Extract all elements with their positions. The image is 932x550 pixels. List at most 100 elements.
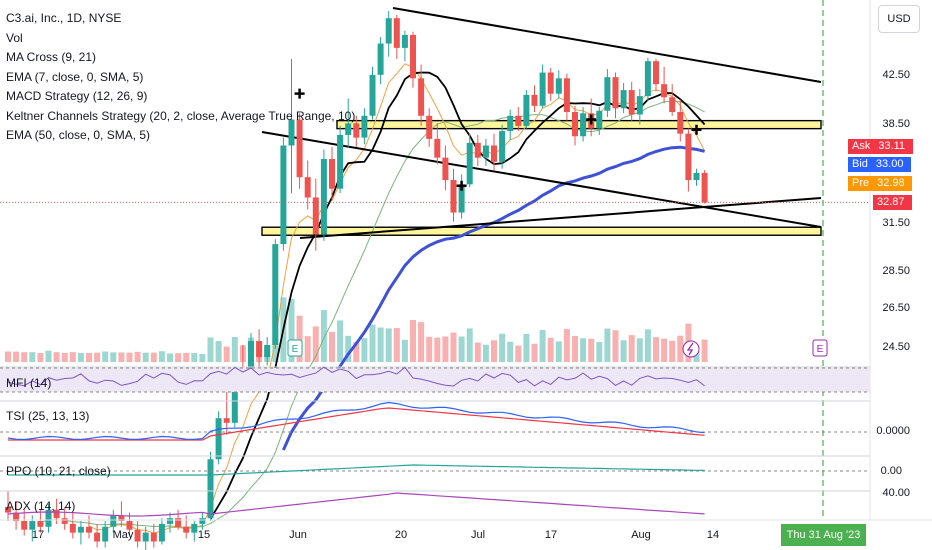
- volume-bar: [369, 324, 376, 362]
- rising-trendline: [299, 197, 822, 239]
- candle-body: [118, 515, 125, 522]
- support-zone: [261, 226, 822, 236]
- candle-body: [256, 341, 263, 358]
- candle-body: [620, 90, 627, 109]
- volume-bar: [150, 352, 157, 362]
- candle-body: [418, 78, 425, 116]
- volume-bar: [94, 352, 101, 362]
- volume-bar: [596, 342, 603, 362]
- candle-body: [150, 532, 157, 542]
- candle-body: [636, 96, 643, 115]
- candle-body: [288, 119, 295, 146]
- volume-bar: [183, 352, 190, 362]
- candle-body: [248, 341, 254, 383]
- candle-body: [183, 526, 190, 533]
- volume-bar: [320, 310, 327, 362]
- price-tick-42-50: 42.50: [882, 69, 910, 81]
- candle-body: [134, 529, 141, 542]
- candle-body: [102, 526, 109, 542]
- ask-value: 33.11: [874, 139, 914, 154]
- volume-bar: [345, 335, 352, 362]
- indicator-macd-strategy[interactable]: MACD Strategy (12, 26, 9): [6, 89, 148, 103]
- indicator-ema-7[interactable]: EMA (7, close, 0, SMA, 5): [6, 69, 144, 84]
- volume-bar: [547, 337, 554, 362]
- volume-bar: [167, 353, 173, 362]
- symbol-title[interactable]: C3.ai, Inc., 1D, NYSE: [6, 11, 122, 25]
- strategy-cross-marker: [294, 88, 305, 99]
- highlighted-date-badge: Thu 31 Aug '23: [781, 524, 866, 546]
- candle-body: [458, 184, 465, 213]
- last-price-value: 32.87: [873, 195, 912, 210]
- upper-trendline: [392, 7, 822, 83]
- volume-bar: [5, 351, 11, 362]
- candle-body: [280, 145, 287, 245]
- candle-body: [474, 142, 481, 158]
- tsi-signal-line: [8, 407, 705, 441]
- volume-bar: [539, 330, 546, 362]
- strategy-cross-marker: [586, 114, 597, 125]
- candle-body: [653, 61, 659, 85]
- candle-body: [199, 518, 206, 524]
- indicator-ma-cross[interactable]: MA Cross (9, 21): [6, 50, 97, 64]
- candle-body: [596, 110, 603, 129]
- ask-label: Ask: [848, 139, 875, 154]
- candle-body: [507, 115, 514, 132]
- price-tick-24-50: 24.50: [882, 341, 910, 353]
- indicator-ema-50[interactable]: EMA (50, close, 0, SMA, 5): [6, 128, 151, 142]
- volume-bar: [580, 338, 587, 362]
- volume-bar: [45, 350, 52, 362]
- adx-legend[interactable]: ADX (14, 14): [6, 499, 76, 513]
- volume-bar: [207, 337, 214, 362]
- volume-bar: [13, 351, 20, 362]
- candle-body: [539, 72, 546, 106]
- volume-bar: [555, 341, 562, 362]
- ppo-legend[interactable]: PPO (10, 21, close): [6, 464, 111, 478]
- candle-body: [572, 112, 578, 137]
- candle-body: [167, 518, 173, 524]
- candle-body: [612, 77, 619, 109]
- indicator-vol[interactable]: Vol: [6, 30, 23, 45]
- candle-body: [450, 180, 457, 213]
- volume-bar: [288, 299, 295, 362]
- tsi-line: [7, 401, 705, 441]
- volume-bar: [126, 352, 133, 362]
- volume-bar: [393, 328, 400, 362]
- candle-body: [377, 43, 384, 75]
- volume-bar: [377, 327, 384, 362]
- currency-button[interactable]: USD: [878, 5, 920, 33]
- pre-badge: Pre 32.98: [848, 176, 913, 191]
- candle-body: [158, 523, 165, 542]
- volume-bar: [620, 340, 627, 362]
- volume-bar: [175, 353, 182, 362]
- candle-body: [175, 518, 182, 527]
- candle-body: [215, 418, 222, 460]
- volume-bar: [491, 340, 497, 362]
- candle-body: [329, 159, 335, 189]
- indicator-keltner[interactable]: Keltner Channels Strategy (20, 2, close,…: [6, 108, 356, 123]
- earnings-marker-glyph: E: [292, 344, 299, 355]
- candle-body: [345, 123, 352, 135]
- pre-value: 32.98: [873, 176, 913, 191]
- resistance-zone: [336, 119, 822, 130]
- candle-body: [45, 509, 52, 527]
- volume-bar: [215, 341, 222, 362]
- volume-bar: [61, 352, 68, 362]
- tsi-legend[interactable]: TSI (25, 13, 13): [6, 409, 90, 423]
- candle-body: [5, 506, 11, 513]
- bid-label: Bid: [848, 157, 872, 172]
- x-tick-15-may: 15: [197, 529, 211, 541]
- volume-bar: [110, 352, 117, 362]
- candle-body: [442, 157, 449, 181]
- candle-body: [563, 78, 570, 113]
- volume-bar: [466, 328, 473, 362]
- volume-bar: [426, 336, 433, 362]
- strategy-cross-marker: [456, 180, 467, 191]
- candle-body: [604, 77, 611, 111]
- volume-bar: [644, 329, 651, 362]
- volume-bar: [29, 352, 36, 362]
- candle-body: [296, 119, 303, 178]
- mfi-legend[interactable]: MFI (14): [6, 376, 52, 390]
- volume-bar: [612, 330, 619, 362]
- volume-bar: [385, 328, 392, 362]
